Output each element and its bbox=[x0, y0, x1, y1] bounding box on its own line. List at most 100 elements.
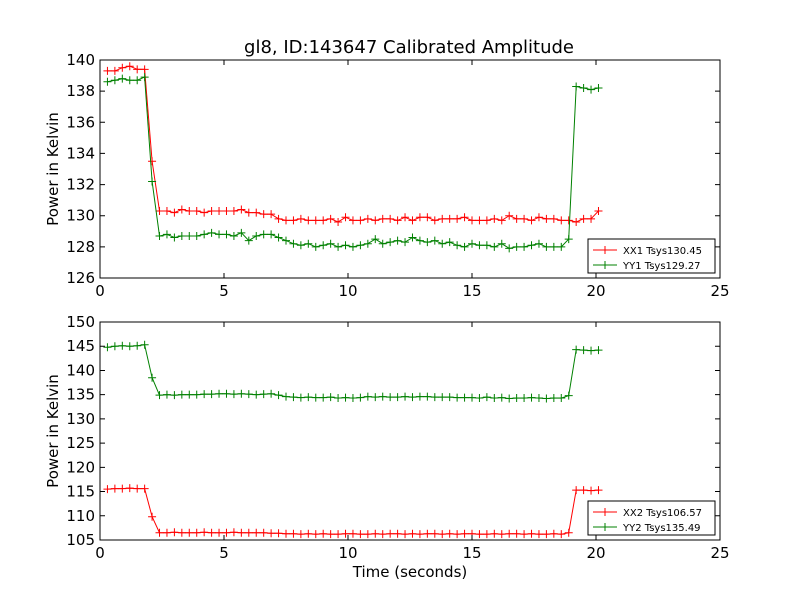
data-point bbox=[326, 214, 335, 223]
bottom-panel: 0 5 10 15 20 25 105 110 115 120 125 130 135 140 145 150… bbox=[44, 313, 730, 581]
data-point bbox=[356, 241, 365, 250]
legend-box bbox=[587, 500, 716, 536]
data-point bbox=[497, 393, 506, 402]
data-point bbox=[110, 76, 119, 85]
data-point bbox=[170, 208, 179, 217]
data-point bbox=[334, 217, 343, 226]
data-point bbox=[401, 392, 410, 401]
data-point bbox=[534, 530, 543, 539]
data-point bbox=[140, 340, 149, 349]
data-point bbox=[445, 393, 454, 402]
data-point bbox=[348, 394, 357, 403]
data-point bbox=[103, 485, 112, 494]
legend-entry: YY1 Tsys129.27 bbox=[593, 261, 701, 272]
data-point bbox=[363, 392, 372, 401]
data-point bbox=[520, 214, 529, 223]
data-point bbox=[334, 394, 343, 403]
data-point bbox=[453, 393, 462, 402]
data-point bbox=[326, 239, 335, 248]
top-panel: 0 5 10 15 20 25 126 128 130 132 134 136 138 140 Power … bbox=[44, 51, 730, 300]
data-point bbox=[341, 393, 350, 402]
data-point bbox=[229, 231, 238, 240]
data-point bbox=[274, 233, 283, 242]
data-point bbox=[177, 205, 186, 214]
data-point bbox=[148, 373, 157, 382]
data-point bbox=[311, 216, 320, 225]
y-tick-label: 130 bbox=[66, 410, 95, 428]
data-point bbox=[356, 216, 365, 225]
data-point bbox=[177, 390, 186, 399]
data-point bbox=[341, 529, 350, 538]
data-point bbox=[512, 529, 521, 538]
data-point bbox=[296, 214, 305, 223]
data-point bbox=[148, 157, 157, 166]
y-tick-label: 140 bbox=[66, 361, 95, 379]
data-point bbox=[572, 217, 581, 226]
data-point bbox=[468, 239, 476, 248]
series-path bbox=[107, 487, 599, 535]
data-point bbox=[267, 210, 276, 219]
data-point bbox=[229, 390, 238, 399]
data-point bbox=[133, 341, 142, 350]
data-point bbox=[371, 529, 380, 538]
data-point bbox=[438, 214, 447, 223]
data-point bbox=[304, 529, 313, 538]
data-point bbox=[274, 214, 283, 223]
data-point bbox=[393, 529, 402, 538]
data-point bbox=[587, 486, 596, 495]
data-point bbox=[579, 84, 588, 93]
data-point bbox=[557, 216, 566, 225]
data-point bbox=[125, 342, 134, 351]
data-point bbox=[170, 233, 179, 242]
data-point bbox=[445, 238, 454, 247]
data-point bbox=[148, 512, 157, 521]
data-point bbox=[110, 484, 119, 493]
data-point bbox=[482, 241, 491, 250]
data-point bbox=[185, 390, 194, 399]
x-tick-label: 20 bbox=[586, 544, 605, 562]
data-point bbox=[334, 242, 343, 251]
data-point bbox=[192, 390, 201, 399]
data-point bbox=[423, 213, 432, 222]
data-point bbox=[430, 216, 439, 225]
data-point bbox=[222, 230, 231, 239]
y-tick-label: 125 bbox=[66, 434, 95, 452]
data-point bbox=[348, 216, 357, 225]
x-tick-label: 5 bbox=[219, 282, 229, 300]
data-point bbox=[237, 528, 246, 537]
data-point bbox=[453, 241, 462, 250]
y-tick-label: 136 bbox=[66, 113, 95, 131]
data-point bbox=[170, 391, 179, 400]
data-point bbox=[557, 242, 566, 251]
data-point bbox=[326, 393, 335, 402]
data-point bbox=[371, 216, 380, 225]
data-point bbox=[304, 239, 313, 248]
y-tick-label: 132 bbox=[66, 176, 95, 194]
legend-entry: XX1 Tsys130.45 bbox=[593, 246, 702, 257]
data-point bbox=[363, 214, 372, 223]
data-point bbox=[296, 241, 305, 250]
series-xx-line bbox=[103, 484, 603, 539]
data-point bbox=[408, 529, 417, 538]
data-point bbox=[527, 393, 536, 402]
data-point bbox=[296, 393, 305, 402]
legend-label: XX1 Tsys130.45 bbox=[623, 246, 702, 257]
data-point bbox=[267, 389, 276, 398]
data-point bbox=[259, 230, 268, 239]
data-point bbox=[185, 207, 194, 216]
data-point bbox=[192, 231, 201, 240]
y-tick-label: 145 bbox=[66, 337, 95, 355]
data-point bbox=[371, 235, 380, 244]
data-point bbox=[177, 528, 186, 537]
data-point bbox=[244, 390, 253, 399]
data-point bbox=[155, 391, 164, 400]
data-point bbox=[564, 391, 573, 400]
data-point bbox=[594, 84, 603, 93]
data-point bbox=[386, 238, 395, 247]
data-point bbox=[237, 205, 246, 214]
chart-title: gl8, ID:143647 Calibrated Amplitude bbox=[244, 37, 574, 58]
data-point bbox=[155, 207, 164, 216]
data-point bbox=[594, 486, 603, 495]
data-point bbox=[378, 214, 387, 223]
legend: XX2 Tsys106.57 YY2 Tsys135.49 bbox=[587, 500, 716, 536]
